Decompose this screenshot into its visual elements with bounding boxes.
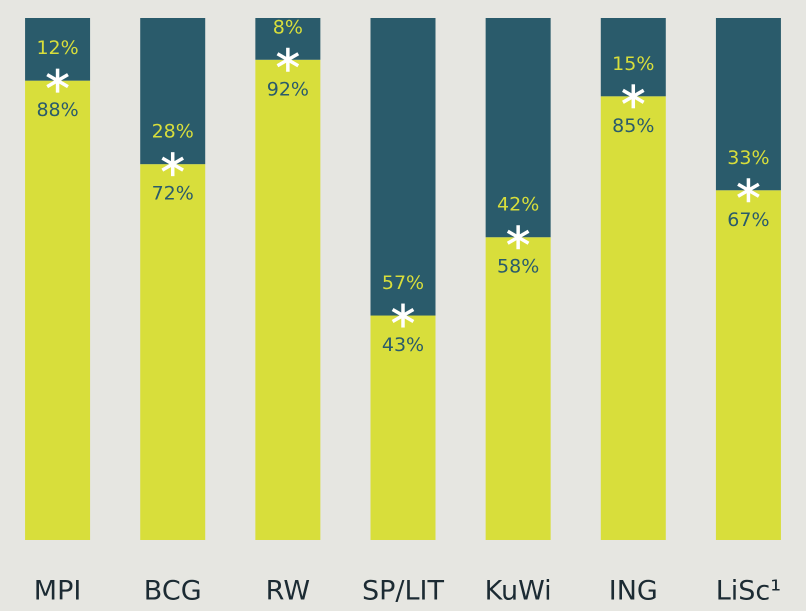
value-label: 42% [497,194,539,216]
bar-segment [600,18,666,97]
asterisk-stroke [622,88,645,104]
bar-segment [370,315,436,540]
bar-segment [600,96,666,541]
bar-segment [370,18,436,316]
x-tick-label: KuWi [485,576,552,607]
asterisk-stroke [161,156,184,172]
x-tick-label: LiSc¹ [716,576,781,607]
value-label: 67% [727,209,769,231]
value-label: 92% [267,78,309,100]
value-label: 85% [612,115,654,137]
x-tick-label: RW [266,576,310,607]
value-label: 72% [152,183,194,205]
x-tick-label: MPI [34,576,82,607]
value-label: 88% [36,99,78,121]
value-label: 33% [727,147,769,169]
value-label: 28% [152,121,194,143]
bar-segment [255,59,321,540]
x-tick-label: SP/LIT [362,576,445,607]
asterisk-stroke [46,73,69,89]
asterisk-stroke [276,52,300,68]
bar-segment [140,164,206,540]
bar-segment [485,237,551,541]
asterisk-stroke [391,308,415,324]
value-label: 43% [382,334,424,356]
asterisk-stroke [506,229,530,245]
asterisk-stroke [737,182,760,198]
x-tick-label: ING [609,576,658,607]
x-tick-label: BCG [144,576,202,607]
bar-segment [715,190,781,540]
bar-segment [485,18,551,238]
value-label: 57% [382,272,424,294]
bar-segment [25,80,91,540]
value-label: 58% [497,256,539,278]
value-label: 12% [36,37,78,59]
bar-segment [715,18,781,191]
value-label: 15% [612,53,654,75]
bar-segment [140,18,206,165]
value-label: 8% [273,16,303,38]
